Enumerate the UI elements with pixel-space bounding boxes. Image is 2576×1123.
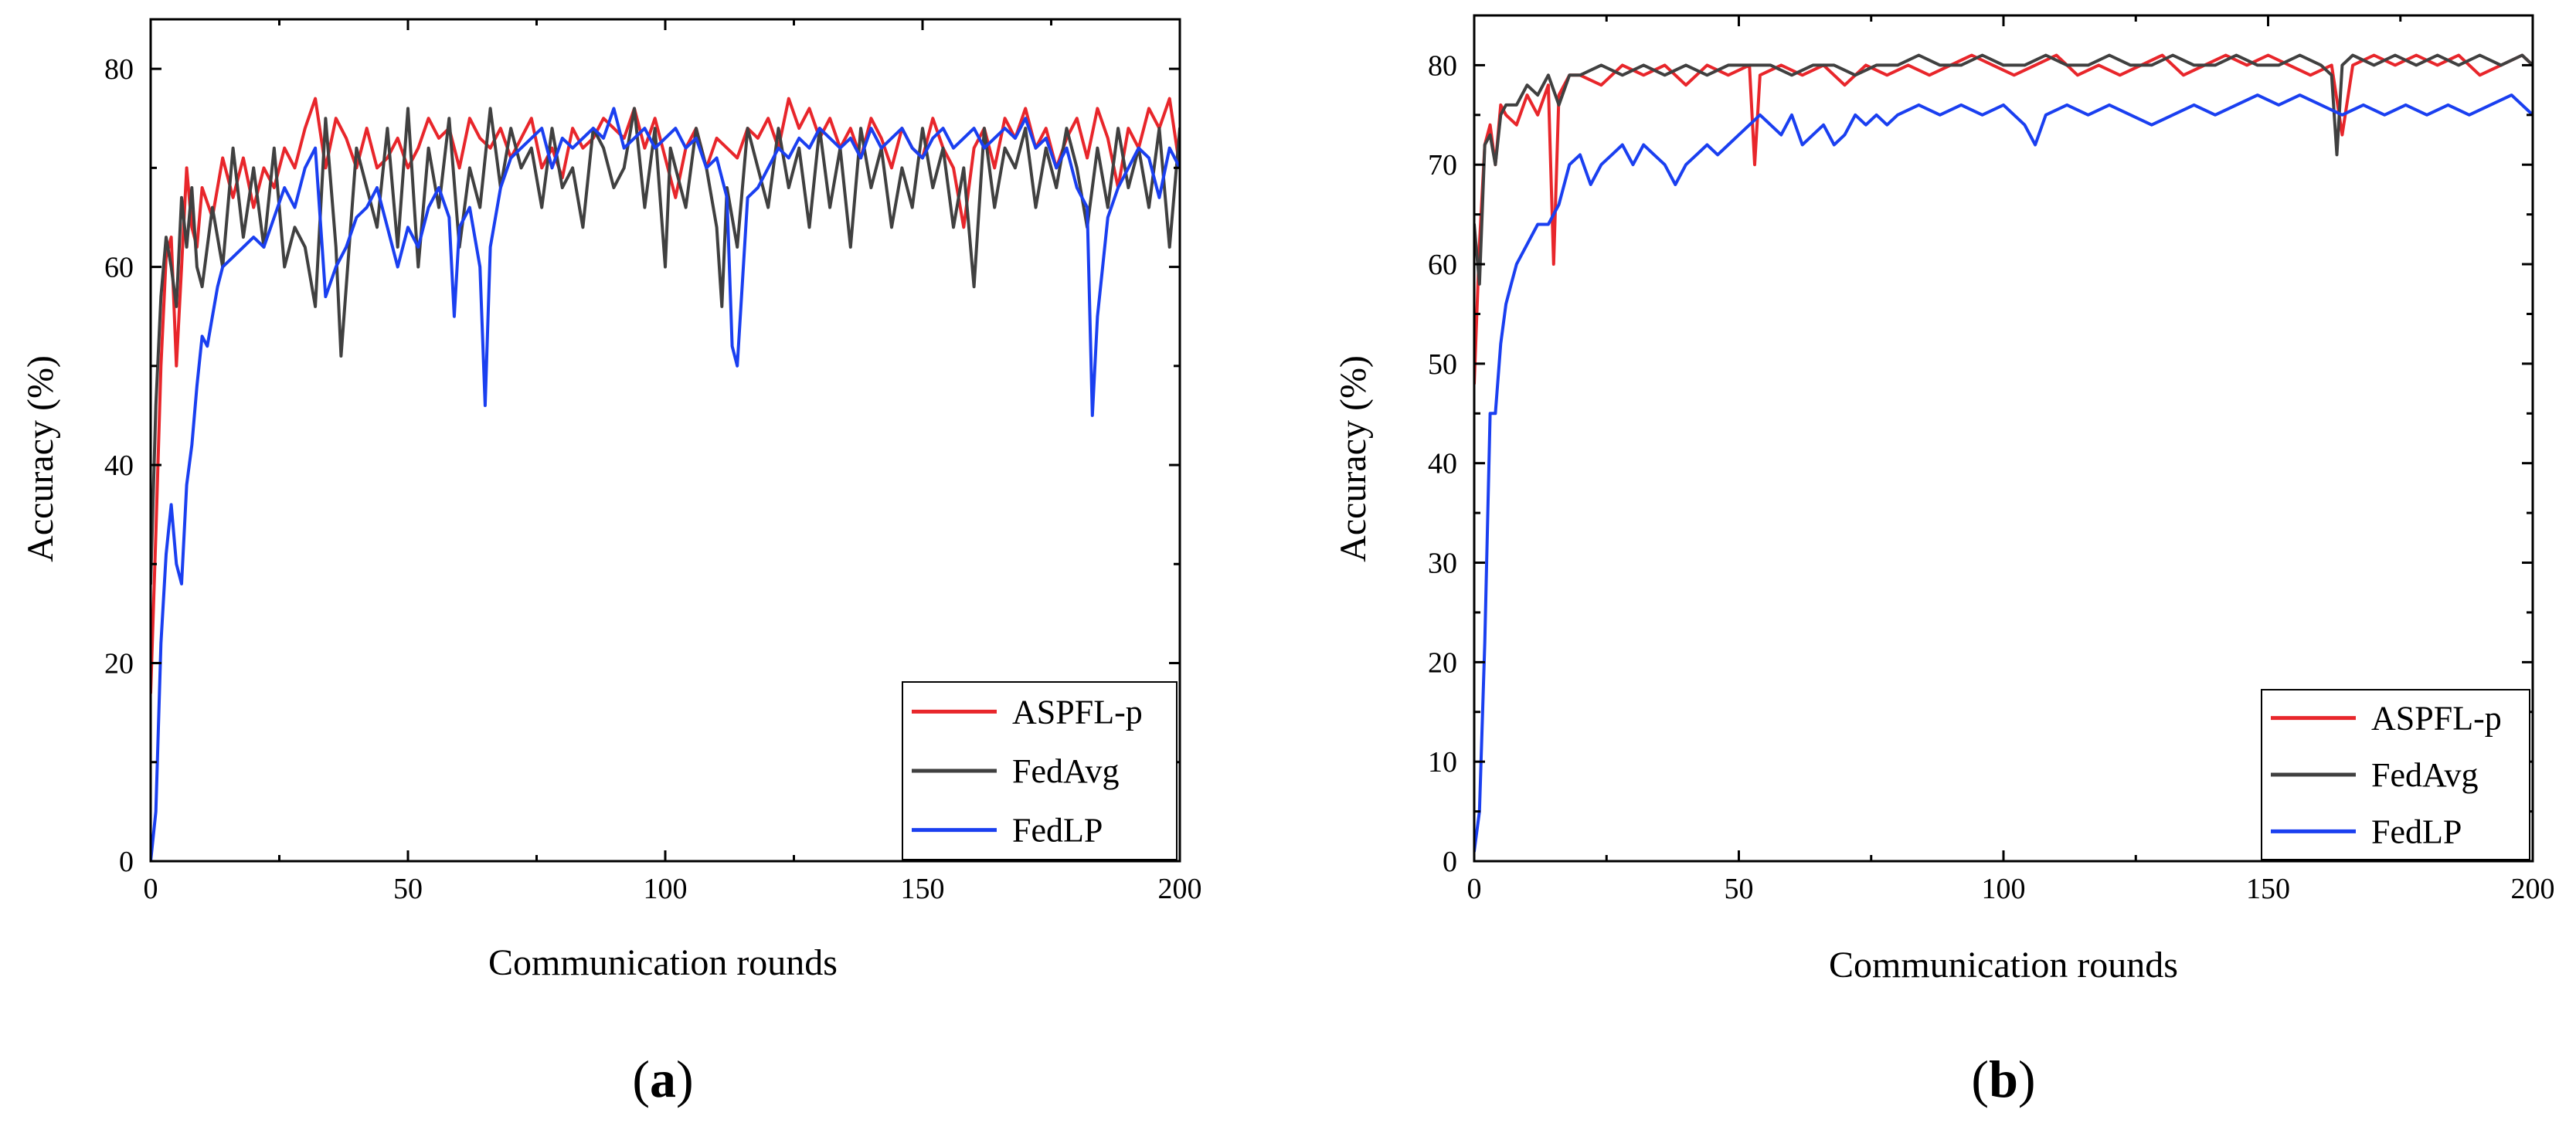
panel-label-close: ) [2018, 1050, 2036, 1108]
legend-label-fedlp: FedLP [1012, 812, 1103, 850]
y-tick-label: 60 [1428, 249, 1457, 281]
y-tick-label: 80 [104, 53, 134, 86]
series-line-fedavg [151, 107, 1180, 585]
x-tick-label: 50 [393, 873, 423, 905]
y-axis-title: Accuracy (%) [20, 355, 61, 562]
panel-label-letter: b [1989, 1050, 2018, 1108]
y-tick-label: 10 [1428, 746, 1457, 779]
y-tick-label: 70 [1428, 149, 1457, 182]
x-tick-label: 0 [1467, 873, 1482, 905]
legend-label-fedlp: FedLP [2371, 813, 2462, 850]
chart-panel-a: 0 50 100 150 200020406080ASPFL-pFedAvgFedLP … [20, 18, 1202, 1108]
x-tick-label: 50 [1725, 873, 1754, 905]
y-tick-label: 40 [1428, 448, 1457, 480]
panel-label: (b) [1971, 1050, 2035, 1108]
chart-panel-b: 0 50 100 150 200 0 10 20 30 40 50 60 70 80 ASPFL-p FedA… [1333, 14, 2555, 1108]
x-axis-title: Communication rounds [488, 942, 838, 983]
x-axis-title: Communication rounds [1829, 945, 2178, 986]
x-tick-label: 150 [2246, 873, 2290, 905]
y-axis-title: Accuracy (%) [1333, 355, 1374, 562]
series-line-fedlp [151, 107, 1180, 861]
x-tick-label: 100 [1982, 873, 2026, 905]
panel-label-letter: a [650, 1050, 676, 1108]
panel-label-close: ) [676, 1050, 694, 1108]
x-tick-label: 100 [644, 873, 688, 905]
x-tick-label: 0 [144, 873, 158, 905]
x-tick-label: 150 [901, 873, 945, 905]
legend-label-aspfl-p: ASPFL-p [2371, 700, 2502, 738]
y-tick-label: 80 [1428, 49, 1457, 82]
x-tick-label: 200 [2511, 873, 2555, 905]
series-line-fedavg [1474, 53, 2533, 286]
panel-label-open: ( [1971, 1050, 1989, 1108]
series-line-fedlp [1474, 93, 2533, 853]
panel-label: (a) [632, 1050, 693, 1108]
legend-label-aspfl-p: ASPFL-p [1012, 693, 1143, 731]
y-tick-label: 20 [1428, 646, 1457, 679]
legend-label-fedavg: FedAvg [1012, 752, 1120, 790]
legend-label-fedavg: FedAvg [2371, 756, 2479, 794]
y-tick-label: 30 [1428, 548, 1457, 580]
y-tick-label: 40 [104, 450, 134, 482]
series-line-aspfl-p [151, 97, 1180, 694]
y-tick-label: 0 [119, 846, 134, 878]
y-tick-label: 20 [104, 648, 134, 680]
y-tick-label: 50 [1428, 348, 1457, 381]
y-tick-label: 0 [1443, 846, 1457, 878]
y-tick-label: 60 [104, 252, 134, 284]
x-tick-label: 200 [1158, 873, 1202, 905]
panel-label-open: ( [632, 1050, 650, 1108]
